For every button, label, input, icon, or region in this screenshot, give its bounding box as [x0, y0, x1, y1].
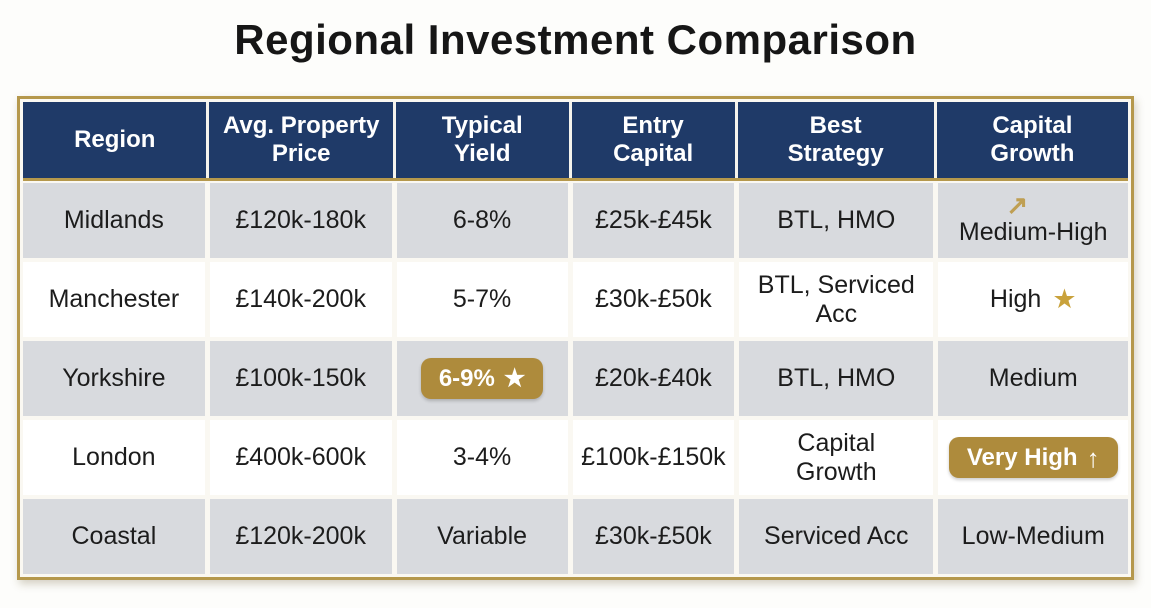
- cell-entry: £30k-£50k: [572, 499, 735, 574]
- cell-entry: £25k-£45k: [572, 183, 735, 258]
- cell-growth: Medium: [938, 341, 1128, 416]
- cell-entry: £20k-£40k: [572, 341, 735, 416]
- cell-price: £140k-200k: [209, 262, 392, 337]
- header-entry: Entry Capital: [571, 102, 735, 178]
- cell-growth: Low-Medium: [938, 499, 1128, 574]
- growth-label: High: [989, 285, 1042, 314]
- cell-strategy: BTL, HMO: [739, 341, 934, 416]
- header-region: Region: [23, 102, 207, 178]
- star-icon: ★: [503, 364, 526, 392]
- header-price: Avg. Property Price: [209, 102, 393, 178]
- cell-strategy: Capital Growth: [739, 420, 934, 495]
- yield-highlight-badge: 6-9% ★: [420, 357, 544, 400]
- cell-entry: £100k-£150k: [572, 420, 735, 495]
- cell-region: Yorkshire: [23, 341, 205, 416]
- table-row: Yorkshire £100k-150k 6-9% ★ £20k-£40k BT…: [23, 341, 1128, 416]
- yield-label: 6-9%: [438, 364, 495, 392]
- cell-strategy: BTL, HMO: [739, 183, 934, 258]
- arrow-up-right-icon: ↗: [1006, 189, 1029, 220]
- cell-yield: 5-7%: [396, 262, 568, 337]
- table-body: Midlands £120k-180k 6-8% £25k-£45k BTL, …: [23, 181, 1128, 574]
- cell-region: London: [23, 420, 205, 495]
- cell-yield: 6-8%: [396, 183, 568, 258]
- cell-price: £100k-150k: [209, 341, 392, 416]
- table-row: Manchester £140k-200k 5-7% £30k-£50k BTL…: [23, 262, 1128, 337]
- table-row: Coastal £120k-200k Variable £30k-£50k Se…: [23, 499, 1128, 574]
- cell-yield: 3-4%: [396, 420, 568, 495]
- cell-region: Midlands: [23, 183, 205, 258]
- cell-region: Coastal: [23, 499, 205, 574]
- page-title: Regional Investment Comparison: [234, 16, 917, 63]
- cell-price: £120k-200k: [209, 499, 392, 574]
- star-icon: ★: [1052, 284, 1077, 314]
- header-yield: Typical Yield: [395, 102, 569, 178]
- growth-highlight-badge: Very High ↑: [948, 436, 1118, 479]
- cell-growth: High ★: [938, 262, 1128, 337]
- cell-entry: £30k-£50k: [572, 262, 735, 337]
- cell-yield: 6-9% ★: [396, 341, 568, 416]
- arrow-up-icon: ↑: [1086, 442, 1100, 473]
- cell-growth: Very High ↑: [938, 420, 1128, 495]
- cell-strategy: Serviced Acc: [739, 499, 934, 574]
- cell-growth: ↗ Medium-High: [938, 183, 1128, 258]
- header-strategy: Best Strategy: [737, 102, 934, 178]
- cell-price: £120k-180k: [209, 183, 392, 258]
- cell-price: £400k-600k: [209, 420, 392, 495]
- regional-comparison-table: Region Avg. Property Price Typical Yield…: [17, 96, 1134, 580]
- table-row: London £400k-600k 3-4% £100k-£150k Capit…: [23, 420, 1128, 495]
- table-header-row: Region Avg. Property Price Typical Yield…: [23, 102, 1128, 181]
- cell-region: Manchester: [23, 262, 205, 337]
- growth-label: Very High: [966, 443, 1078, 471]
- header-growth: Capital Growth: [936, 102, 1128, 178]
- table-row: Midlands £120k-180k 6-8% £25k-£45k BTL, …: [23, 183, 1128, 258]
- growth-label: Medium-High: [958, 217, 1108, 246]
- cell-yield: Variable: [396, 499, 568, 574]
- cell-strategy: BTL, Serviced Acc: [739, 262, 934, 337]
